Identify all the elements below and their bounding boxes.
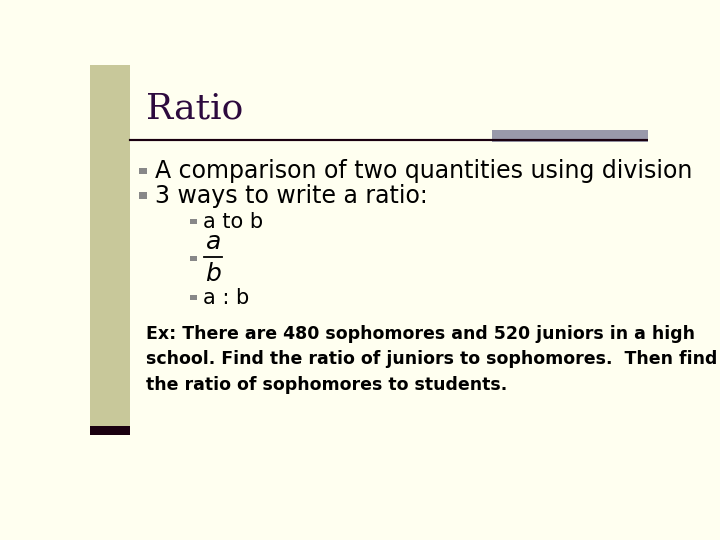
FancyBboxPatch shape [190,295,197,300]
Text: Ex: There are 480 sophomores and 520 juniors in a high
school. Find the ratio of: Ex: There are 480 sophomores and 520 jun… [145,325,717,394]
FancyBboxPatch shape [190,219,197,225]
Text: 3 ways to write a ratio:: 3 ways to write a ratio: [156,184,428,208]
Text: A comparison of two quantities using division: A comparison of two quantities using div… [156,159,693,183]
FancyBboxPatch shape [138,167,148,174]
Text: Ratio: Ratio [145,91,243,125]
Text: a : b: a : b [203,288,250,308]
FancyBboxPatch shape [138,192,148,199]
FancyBboxPatch shape [492,130,648,141]
FancyBboxPatch shape [190,255,197,261]
Text: b: b [205,262,221,286]
Text: a: a [205,230,221,253]
FancyBboxPatch shape [90,65,130,427]
FancyBboxPatch shape [90,426,130,435]
Text: a to b: a to b [203,212,264,232]
